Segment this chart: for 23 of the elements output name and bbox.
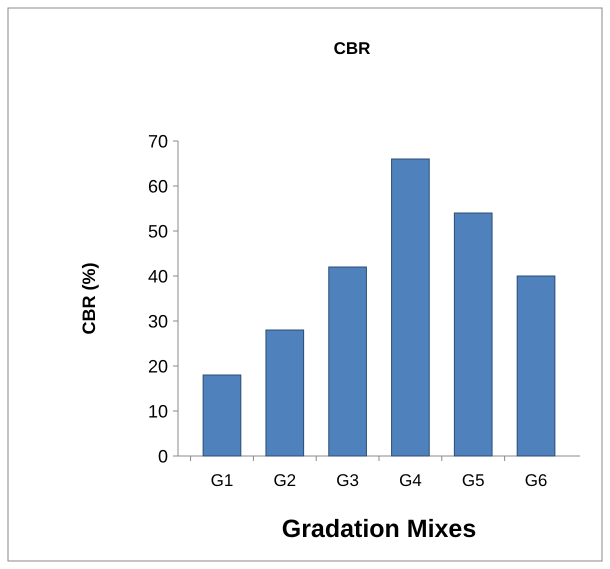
bar <box>265 330 304 456</box>
bar <box>391 158 430 456</box>
y-tick-label: 60 <box>148 176 168 196</box>
x-tick-label: G3 <box>336 471 359 490</box>
y-tick-label: 30 <box>148 311 168 332</box>
x-axis-title: Gradation Mixes <box>282 515 476 543</box>
bar <box>328 266 367 456</box>
y-tick-label: 70 <box>148 131 168 152</box>
bar <box>202 374 242 456</box>
x-tick-label: G2 <box>273 471 296 490</box>
y-tick-label: 20 <box>148 356 168 376</box>
x-tick-label: G5 <box>462 471 485 490</box>
x-tick-label: G4 <box>399 471 422 490</box>
bar <box>516 276 556 456</box>
bar <box>454 212 493 456</box>
y-tick-label: 40 <box>148 266 168 286</box>
y-tick-label: 0 <box>158 446 168 466</box>
x-tick-label: G1 <box>210 471 234 490</box>
y-axis-title: CBR (%) <box>79 262 99 334</box>
y-tick-label: 50 <box>148 221 168 242</box>
chart-title: CBR <box>334 39 370 58</box>
x-tick-label: G6 <box>524 471 548 490</box>
y-tick-label: 10 <box>148 401 168 422</box>
